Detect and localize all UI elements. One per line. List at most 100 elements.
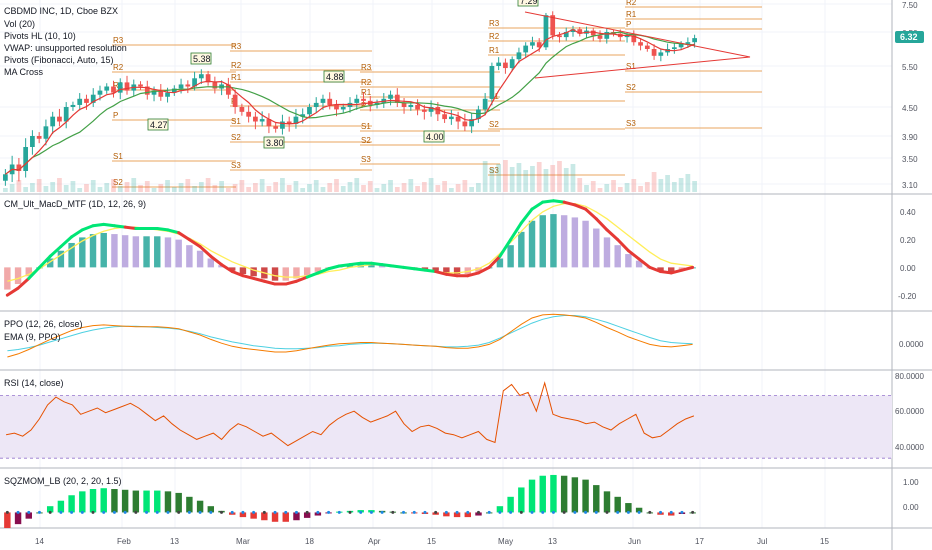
pivot-right-a-label: R1 (489, 46, 500, 55)
macd-histogram-bar (207, 258, 215, 268)
hl-badge (323, 70, 345, 83)
time-axis-label: Jun (628, 537, 641, 546)
candle-body (77, 98, 83, 105)
pivot-right-b-label: R1 (626, 10, 637, 19)
candle-body (469, 119, 474, 127)
macd-histogram-bar (421, 267, 429, 270)
macd-line-segment (530, 200, 545, 211)
pivot-right-b-label: S3 (626, 119, 636, 128)
volume-bar (131, 178, 137, 192)
sqz-dot (648, 510, 652, 514)
sqz-histogram-bar (154, 490, 161, 513)
macd-line-segment (198, 245, 213, 258)
macd-tick: 0.20 (900, 236, 916, 245)
sqz-dot (519, 510, 523, 514)
macd-histogram-bar (14, 267, 22, 285)
macd-line-segment (391, 264, 406, 269)
sqz-dot (166, 510, 170, 514)
price-axis[interactable]: 7.50 6.50 5.50 4.50 3.90 3.50 3.10 6.32 (895, 1, 924, 190)
sqz-histogram-bar (68, 495, 75, 513)
time-axis[interactable]: 14 Feb 13 Mar 18 Apr 15 May 13 Jun 17 Jul 15 (35, 537, 829, 546)
candle-body (259, 119, 265, 122)
candle-body (239, 107, 245, 112)
rsi-tick: 60.0000 (895, 407, 924, 416)
sqz-axis[interactable]: 1.00 0.00 (903, 478, 919, 512)
candle-body (604, 32, 610, 39)
candle-body (3, 174, 8, 181)
volume-bar (43, 186, 49, 192)
time-axis-label: Jul (757, 537, 767, 546)
macd-line-segment (466, 271, 480, 278)
volume-bar (692, 181, 697, 192)
candle-body (23, 147, 29, 171)
ppo-axis[interactable]: 0.0000 (899, 340, 924, 349)
ppo-title[interactable]: PPO (12, 26, close) (4, 319, 83, 329)
volume-bar (482, 161, 488, 192)
ppo-pane (7, 313, 693, 358)
candle-body (165, 92, 170, 97)
sqz-dot (48, 510, 52, 514)
pivot-mid-b-label: S3 (361, 155, 371, 164)
sqz-dot (669, 510, 673, 514)
sqz-dot (434, 510, 438, 514)
macd-histogram-bar (678, 267, 686, 270)
legend-pivots-hl[interactable]: Pivots HL (10, 10) (4, 31, 76, 41)
sqz-histogram-bar (111, 489, 118, 513)
sqz-histogram-bar (560, 475, 568, 513)
sqz-histogram-bar (164, 491, 172, 513)
macd-line-segment (616, 238, 630, 253)
candle-body (151, 90, 157, 95)
sqz-histogram-bar (635, 507, 643, 513)
sqz-histogram-bar (261, 512, 268, 521)
sqz-dot (37, 510, 41, 514)
rsi-axis[interactable]: 80.0000 60.0000 40.0000 (895, 372, 924, 452)
volume-bar (77, 188, 83, 192)
macd-histogram-bar (432, 267, 439, 271)
sqz-dot (112, 510, 116, 514)
pivot-mid-b-label: R2 (361, 78, 372, 87)
legend-vwap[interactable]: VWAP: unsupported resolution (4, 43, 127, 53)
candle-body (570, 29, 576, 32)
sqz-title[interactable]: SQZMOM_LB (20, 2, 20, 1.5) (4, 476, 122, 486)
macd-axis[interactable]: 0.40 0.20 0.00 -0.20 (898, 208, 917, 301)
volume-bar (23, 187, 29, 192)
sqz-histogram-bar (614, 496, 621, 513)
legend-ma-cross[interactable]: MA Cross (4, 67, 44, 77)
chart-legend[interactable]: CBDMD INC, 1D, Cboe BZX Vol (20) Pivots … (4, 6, 127, 77)
candle-body (246, 111, 252, 117)
last-price-value: 6.32 (900, 32, 918, 42)
macd-line-segment (423, 268, 438, 274)
rsi-title[interactable]: RSI (14, close) (4, 378, 64, 388)
ppo-tick: 0.0000 (899, 340, 924, 349)
sqz-dot (530, 510, 534, 514)
sqz-histogram-bar (89, 489, 97, 513)
hl-value: 4.00 (426, 132, 444, 142)
volume-bar (171, 187, 177, 192)
macd-histogram-bar (528, 220, 536, 268)
legend-volume[interactable]: Vol (20) (4, 19, 35, 29)
macd-line-segment (48, 245, 63, 258)
sqz-dot (584, 510, 588, 514)
symbol-title[interactable]: CBDMD INC, 1D, Cboe BZX (4, 6, 118, 16)
sqz-dot (402, 510, 406, 514)
pivot-mid-a-label: R3 (231, 42, 242, 51)
macd-title[interactable]: CM_Ult_MacD_MTF (1D, 12, 26, 9) (4, 199, 146, 209)
macd-histogram-bar (314, 267, 322, 272)
macd-line-segment (402, 265, 416, 271)
sqz-histogram-bar (603, 491, 611, 513)
sqz-dot (145, 510, 149, 514)
macd-line-segment (659, 270, 673, 275)
price-tick: 3.50 (902, 155, 918, 164)
pivot-left-label: S1 (113, 152, 123, 161)
volume-bar (354, 178, 360, 192)
sqz-dot (16, 510, 20, 514)
sqz-tick: 1.00 (903, 478, 919, 487)
sqz-histogram-bar (282, 512, 289, 522)
ma-cross-lines (5, 28, 695, 175)
legend-pivots-fib[interactable]: Pivots (Fibonacci, Auto, 15) (4, 55, 114, 65)
pivot-left-label: R2 (113, 63, 124, 72)
ema-title[interactable]: EMA (9, PPO) (4, 332, 61, 342)
sqz-dot (91, 510, 95, 514)
sqz-dot (348, 510, 352, 514)
